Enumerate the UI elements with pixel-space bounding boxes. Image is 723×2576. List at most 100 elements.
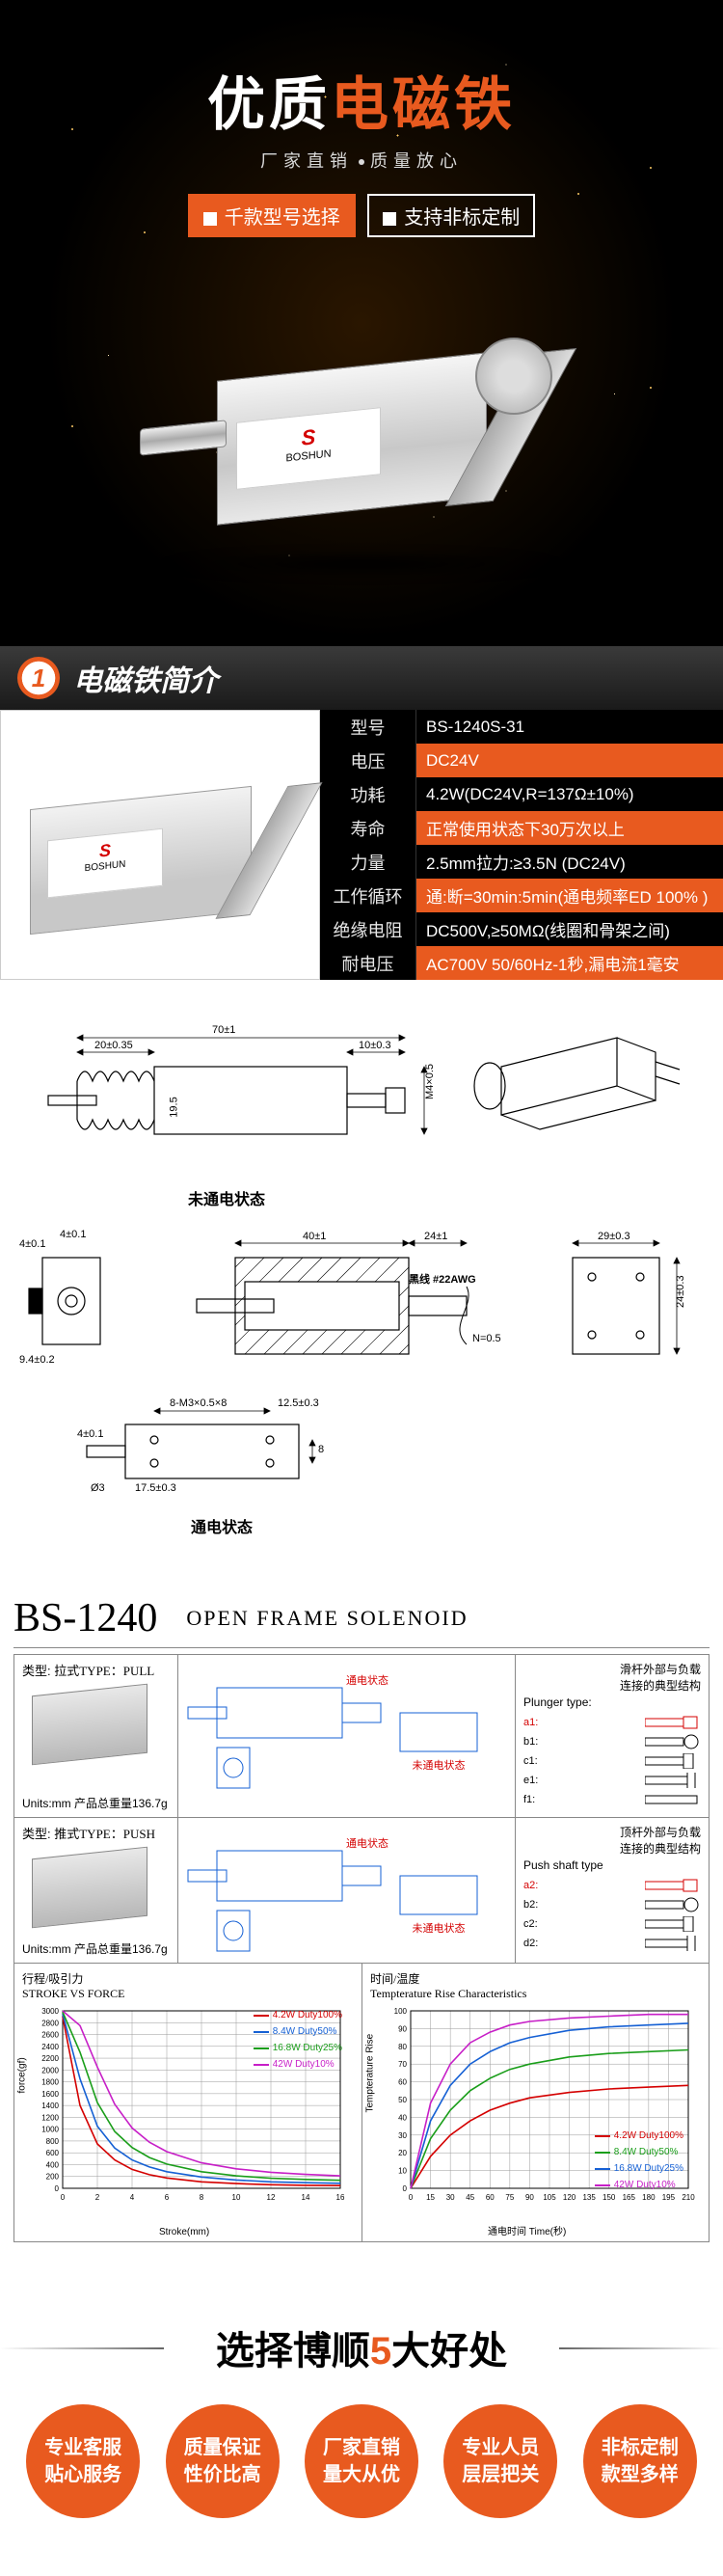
drawing-rear-view: [544, 1229, 688, 1393]
ds-thumb: 类型: 拉式TYPE：PULL Units:mm 产品总重量136.7g: [14, 1655, 178, 1817]
section-title: 电磁铁简介: [73, 657, 218, 699]
chart-temp-rise: 时间/温度Tempterature Rise Characteristics 0…: [362, 1963, 709, 2241]
spec-row: 功耗4.2W(DC24V,R=137Ω±10%): [320, 777, 723, 811]
spec-row: 工作循环通:断=30min:5min(通电频率ED 100% ): [320, 879, 723, 912]
svg-text:600: 600: [46, 2149, 60, 2157]
spec-value: BS-1240S-31: [416, 710, 723, 744]
svg-text:165: 165: [623, 2193, 636, 2202]
hero-banner: 优质电磁铁 厂家直销质量放心 千款型号选择 支持非标定制 SBOSHUN: [0, 0, 723, 646]
legend-item: 16.8W Duty25%: [595, 2160, 683, 2177]
ds-thumb: 类型: 推式TYPE：PUSH Units:mm 产品总重量136.7g: [14, 1818, 178, 1963]
dim-slot-h: M4×0.5: [424, 1064, 436, 1099]
spec-row: 耐电压AC700V 50/60Hz-1秒,漏电流1毫安: [320, 946, 723, 980]
spec-value: 正常使用状态下30万次以上: [416, 811, 723, 845]
hero-subtitle: 厂家直销质量放心: [0, 148, 723, 173]
dim-plunger-d: Ø3: [91, 1482, 105, 1494]
svg-text:1600: 1600: [41, 2090, 59, 2099]
hero-title-part1: 优质: [207, 72, 331, 137]
drawing-side-view: [19, 1229, 120, 1373]
legend-item: 4.2W Duty100%: [595, 2128, 683, 2144]
spec-key: 型号: [320, 710, 416, 744]
dim-body-h2: 24±0.3: [675, 1275, 686, 1308]
spec-key: 电压: [320, 744, 416, 777]
benefit-circle: 厂家直销量大从优: [305, 2404, 418, 2518]
svg-text:90: 90: [398, 2024, 407, 2033]
engineering-drawing: 70±1 20±0.35 19.5 10±0.3 M4×0.5 未通电状态: [0, 980, 723, 1576]
svg-text:10: 10: [232, 2193, 241, 2202]
svg-text:2600: 2600: [41, 2031, 59, 2040]
svg-text:200: 200: [46, 2173, 60, 2182]
svg-text:20: 20: [398, 2149, 407, 2157]
dim-body-w: 29±0.3: [598, 1231, 630, 1242]
spec-row: 力量2.5mm拉力:≥3.5N (DC24V): [320, 845, 723, 879]
svg-text:0: 0: [403, 2184, 408, 2193]
plunger-option: a1:: [523, 1715, 701, 1730]
dim-hole-pw: 12.5±0.3: [278, 1397, 319, 1409]
ds-row-push: 类型: 推式TYPE：PUSH Units:mm 产品总重量136.7g 通电状…: [13, 1817, 710, 1964]
benefit-circle: 质量保证性价比高: [166, 2404, 280, 2518]
svg-text:400: 400: [46, 2160, 60, 2169]
drawing-bottom-caption: 通电状态: [77, 1514, 366, 1537]
spec-key: 功耗: [320, 777, 416, 811]
section-1-header: 1 电磁铁简介: [0, 646, 723, 710]
section-number-badge: 1: [17, 657, 60, 699]
svg-text:未通电状态: 未通电状态: [413, 1758, 466, 1772]
svg-text:6: 6: [165, 2193, 170, 2202]
svg-text:60: 60: [398, 2078, 407, 2087]
dim-side-l: 17.5±0.3: [135, 1482, 176, 1494]
legend-item: 42W Duty10%: [595, 2177, 683, 2193]
dim-spring-d: 19.5: [169, 1097, 180, 1117]
svg-text:通电状态: 通电状态: [346, 1836, 388, 1850]
spec-table: 型号BS-1240S-31电压DC24V功耗4.2W(DC24V,R=137Ω±…: [320, 710, 723, 980]
svg-text:1200: 1200: [41, 2113, 59, 2122]
spec-key: 寿命: [320, 811, 416, 845]
svg-text:0: 0: [409, 2193, 414, 2202]
hero-tag-1: 千款型号选择: [188, 194, 356, 237]
hero-tag-2: 支持非标定制: [367, 194, 535, 237]
ds-row-pull: 类型: 拉式TYPE：PULL Units:mm 产品总重量136.7g 通电状…: [13, 1654, 710, 1818]
dim-hole-d: 4±0.1: [60, 1229, 86, 1240]
plunger-option: b1:: [523, 1734, 701, 1749]
spec-row: 绝缘电阻DC500V,≥50MΩ(线圈和骨架之间): [320, 912, 723, 946]
legend-item: 8.4W Duty50%: [595, 2144, 683, 2160]
ds-meta: 滑杆外部与负载 连接的典型结构 Plunger type: a1:b1:c1:e…: [516, 1655, 709, 1817]
svg-text:60: 60: [486, 2193, 495, 2202]
plunger-option: b2:: [523, 1897, 701, 1912]
svg-text:2000: 2000: [41, 2066, 59, 2074]
svg-text:10: 10: [398, 2167, 407, 2176]
plunger-option: a2:: [523, 1878, 701, 1893]
dim-wire-note: 黑线 #22AWG: [409, 1271, 476, 1287]
spec-row: 型号BS-1240S-31: [320, 710, 723, 744]
spec-row: 电压DC24V: [320, 744, 723, 777]
svg-text:0: 0: [61, 2193, 66, 2202]
spec-key: 耐电压: [320, 946, 416, 980]
spec-value: DC500V,≥50MΩ(线圈和骨架之间): [416, 912, 723, 946]
hero-sub-a: 厂家直销: [260, 151, 353, 171]
spec-key: 工作循环: [320, 879, 416, 912]
svg-text:0: 0: [55, 2184, 60, 2193]
svg-text:100: 100: [394, 2007, 408, 2016]
svg-text:8: 8: [200, 2193, 204, 2202]
datasheet: BS-1240 OPEN FRAME SOLENOID 类型: 拉式TYPE：P…: [0, 1576, 723, 2262]
benefit-circle: 非标定制款型多样: [583, 2404, 697, 2518]
dim-overall-l: 70±1: [212, 1024, 235, 1036]
chart2-ylabel: Tempterature Rise: [365, 2034, 376, 2113]
legend-item: 16.8W Duty25%: [254, 2040, 342, 2056]
svg-text:800: 800: [46, 2137, 60, 2146]
spec-value: 通:断=30min:5min(通电频率ED 100% ): [416, 879, 723, 912]
hero-title-part2: 电磁铁: [331, 72, 516, 137]
benefits-title: 选择博顺5大好处: [0, 2319, 723, 2375]
spec-key: 绝缘电阻: [320, 912, 416, 946]
svg-text:120: 120: [563, 2193, 576, 2202]
svg-text:未通电状态: 未通电状态: [413, 1921, 466, 1935]
svg-text:195: 195: [662, 2193, 676, 2202]
legend-item: 8.4W Duty50%: [254, 2023, 342, 2040]
dim-tip-l: 4±0.1: [19, 1238, 45, 1250]
svg-text:70: 70: [398, 2060, 407, 2069]
dim-tail-l: 10±0.3: [359, 1040, 391, 1051]
svg-text:150: 150: [602, 2193, 616, 2202]
benefit-circle: 专业客服贴心服务: [26, 2404, 140, 2518]
chart-stroke-force: 行程/吸引力STROKE VS FORCE 024681012141602004…: [14, 1963, 362, 2241]
svg-text:75: 75: [505, 2193, 514, 2202]
svg-text:15: 15: [426, 2193, 435, 2202]
